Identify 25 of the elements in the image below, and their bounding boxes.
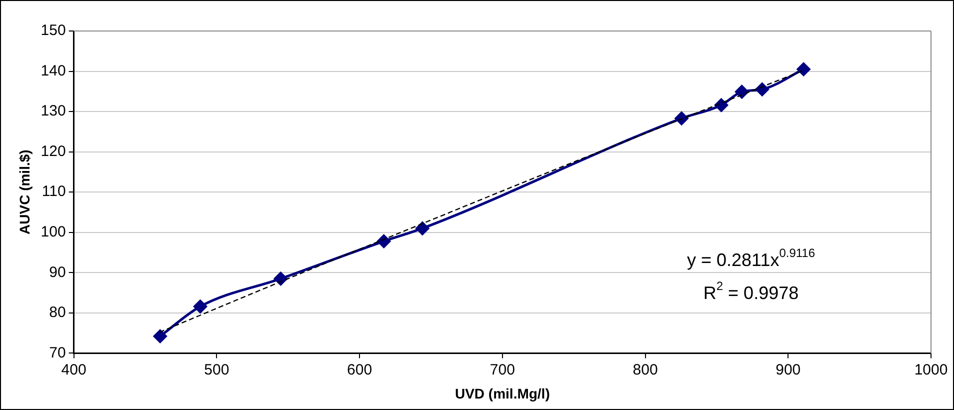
point bbox=[194, 300, 208, 314]
point bbox=[755, 82, 769, 96]
y-tick-label: 140 bbox=[40, 62, 66, 80]
point bbox=[416, 222, 430, 236]
x-tick-label: 800 bbox=[632, 361, 658, 378]
y-tick-label: 110 bbox=[42, 183, 66, 200]
point bbox=[735, 85, 749, 99]
x-tick-label: 700 bbox=[490, 361, 515, 378]
y-tick-label: 100 bbox=[40, 224, 66, 241]
y-tick-label: 120 bbox=[40, 142, 66, 160]
y-tick-label: 150 bbox=[40, 22, 66, 40]
point bbox=[274, 272, 288, 286]
y-axis-title: AUVC (mil.$) bbox=[16, 150, 32, 234]
x-tick-label: 1000 bbox=[914, 361, 948, 378]
point bbox=[796, 62, 810, 76]
point bbox=[153, 330, 167, 344]
y-tick-label: 130 bbox=[40, 102, 66, 120]
x-tick-label: 500 bbox=[204, 361, 230, 378]
x-tick-label: 400 bbox=[61, 361, 86, 378]
y-tick-label: 70 bbox=[49, 344, 66, 362]
x-tick-label: 900 bbox=[776, 361, 801, 378]
y-tick-label: 90 bbox=[49, 264, 66, 281]
x-tick-label: 600 bbox=[347, 361, 372, 378]
x-axis-title: UVD (mil.Mg/l) bbox=[454, 385, 550, 402]
y-tick-label: 80 bbox=[49, 304, 66, 322]
